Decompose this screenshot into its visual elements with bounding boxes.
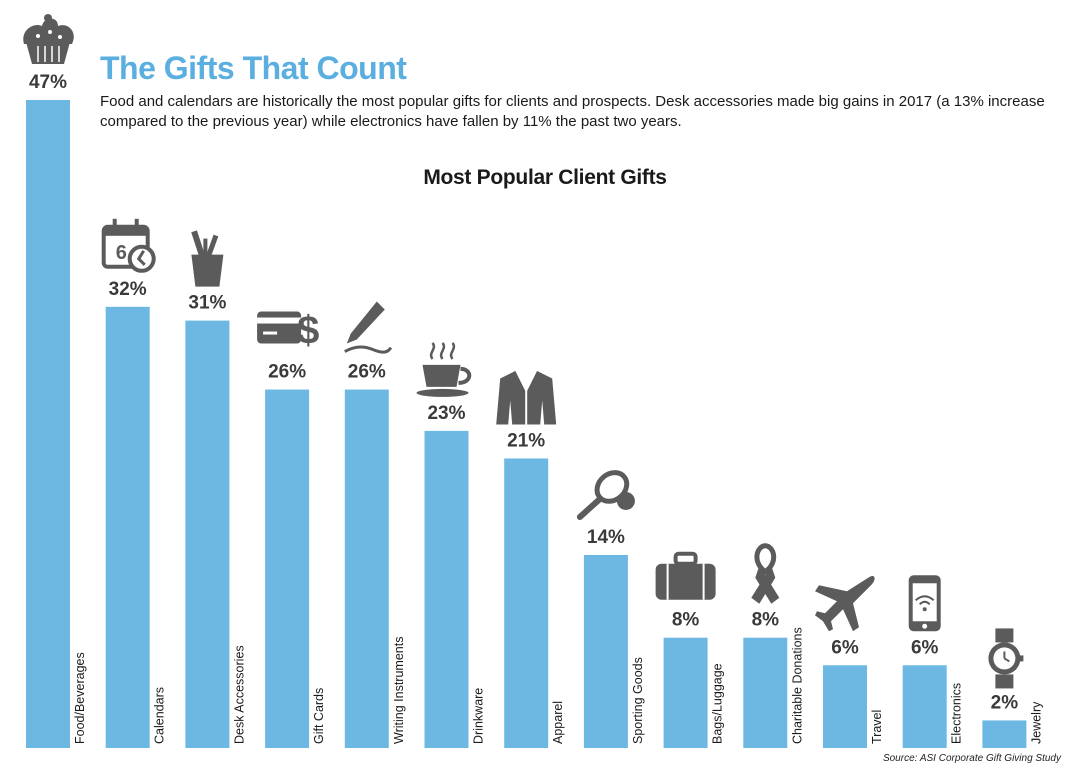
bar-calendars <box>105 306 150 748</box>
value-label: 23% <box>427 403 465 424</box>
value-label: 14% <box>587 527 625 548</box>
bar-writing-instruments <box>344 389 389 748</box>
value-label: 31% <box>188 293 226 314</box>
category-label: Bags/Luggage <box>711 663 725 744</box>
cupcake-icon <box>23 14 74 64</box>
gift-card-icon: $ <box>257 309 319 353</box>
bar-gift-cards <box>265 389 310 748</box>
category-label: Calendars <box>153 687 167 744</box>
calendar-clock-icon: 6 <box>101 218 156 273</box>
bar-jewelry <box>982 720 1027 748</box>
value-label: 2% <box>991 692 1019 713</box>
bar-apparel <box>504 458 549 748</box>
smartphone-icon <box>908 575 941 632</box>
value-label: 26% <box>348 362 386 383</box>
value-label: 8% <box>752 610 780 631</box>
source-note: Source: ASI Corporate Gift Giving Study <box>882 753 1061 764</box>
coffee-cup-icon <box>416 342 472 397</box>
bar-food-beverages <box>26 100 70 748</box>
category-label: Drinkware <box>472 688 486 744</box>
category-label: Desk Accessories <box>232 645 246 744</box>
value-label: 6% <box>911 637 939 658</box>
page-subtitle: Food and calendars are historically the … <box>100 93 1045 130</box>
value-label: 6% <box>831 637 859 658</box>
pencil-icon <box>344 301 393 354</box>
pencil-cup-icon <box>191 230 224 287</box>
suitcase-icon <box>655 551 716 600</box>
category-label: Jewelry <box>1029 701 1043 744</box>
chart-title: Most Popular Client Gifts <box>423 166 667 189</box>
value-label: 32% <box>109 279 147 300</box>
category-label: Food/Beverages <box>73 652 87 744</box>
bar-desk-accessories <box>185 320 230 748</box>
svg-text:6: 6 <box>116 242 127 264</box>
category-label: Gift Cards <box>312 688 326 744</box>
bar-charitable-donations <box>743 637 788 748</box>
tennis-racket-icon <box>576 470 635 520</box>
bar-electronics <box>902 665 947 748</box>
value-label: 21% <box>507 430 545 451</box>
category-label: Sporting Goods <box>631 657 645 744</box>
category-label: Writing Instruments <box>392 637 406 744</box>
svg-text:$: $ <box>297 309 319 353</box>
bar-bags-luggage <box>663 637 708 748</box>
page-title: The Gifts That Count <box>100 50 407 86</box>
value-label: 47% <box>29 72 67 93</box>
ribbon-icon <box>751 543 780 604</box>
category-label: Charitable Donations <box>790 627 804 744</box>
bar-drinkware <box>424 430 469 748</box>
wristwatch-icon <box>988 628 1024 689</box>
airplane-icon <box>815 575 875 632</box>
category-label: Apparel <box>551 701 565 744</box>
bar-sporting-goods <box>583 554 628 748</box>
value-label: 8% <box>672 610 700 631</box>
category-label: Electronics <box>950 683 964 744</box>
category-label: Travel <box>870 710 884 744</box>
value-label: 26% <box>268 362 306 383</box>
bar-travel <box>823 665 867 748</box>
jacket-icon <box>496 370 557 425</box>
